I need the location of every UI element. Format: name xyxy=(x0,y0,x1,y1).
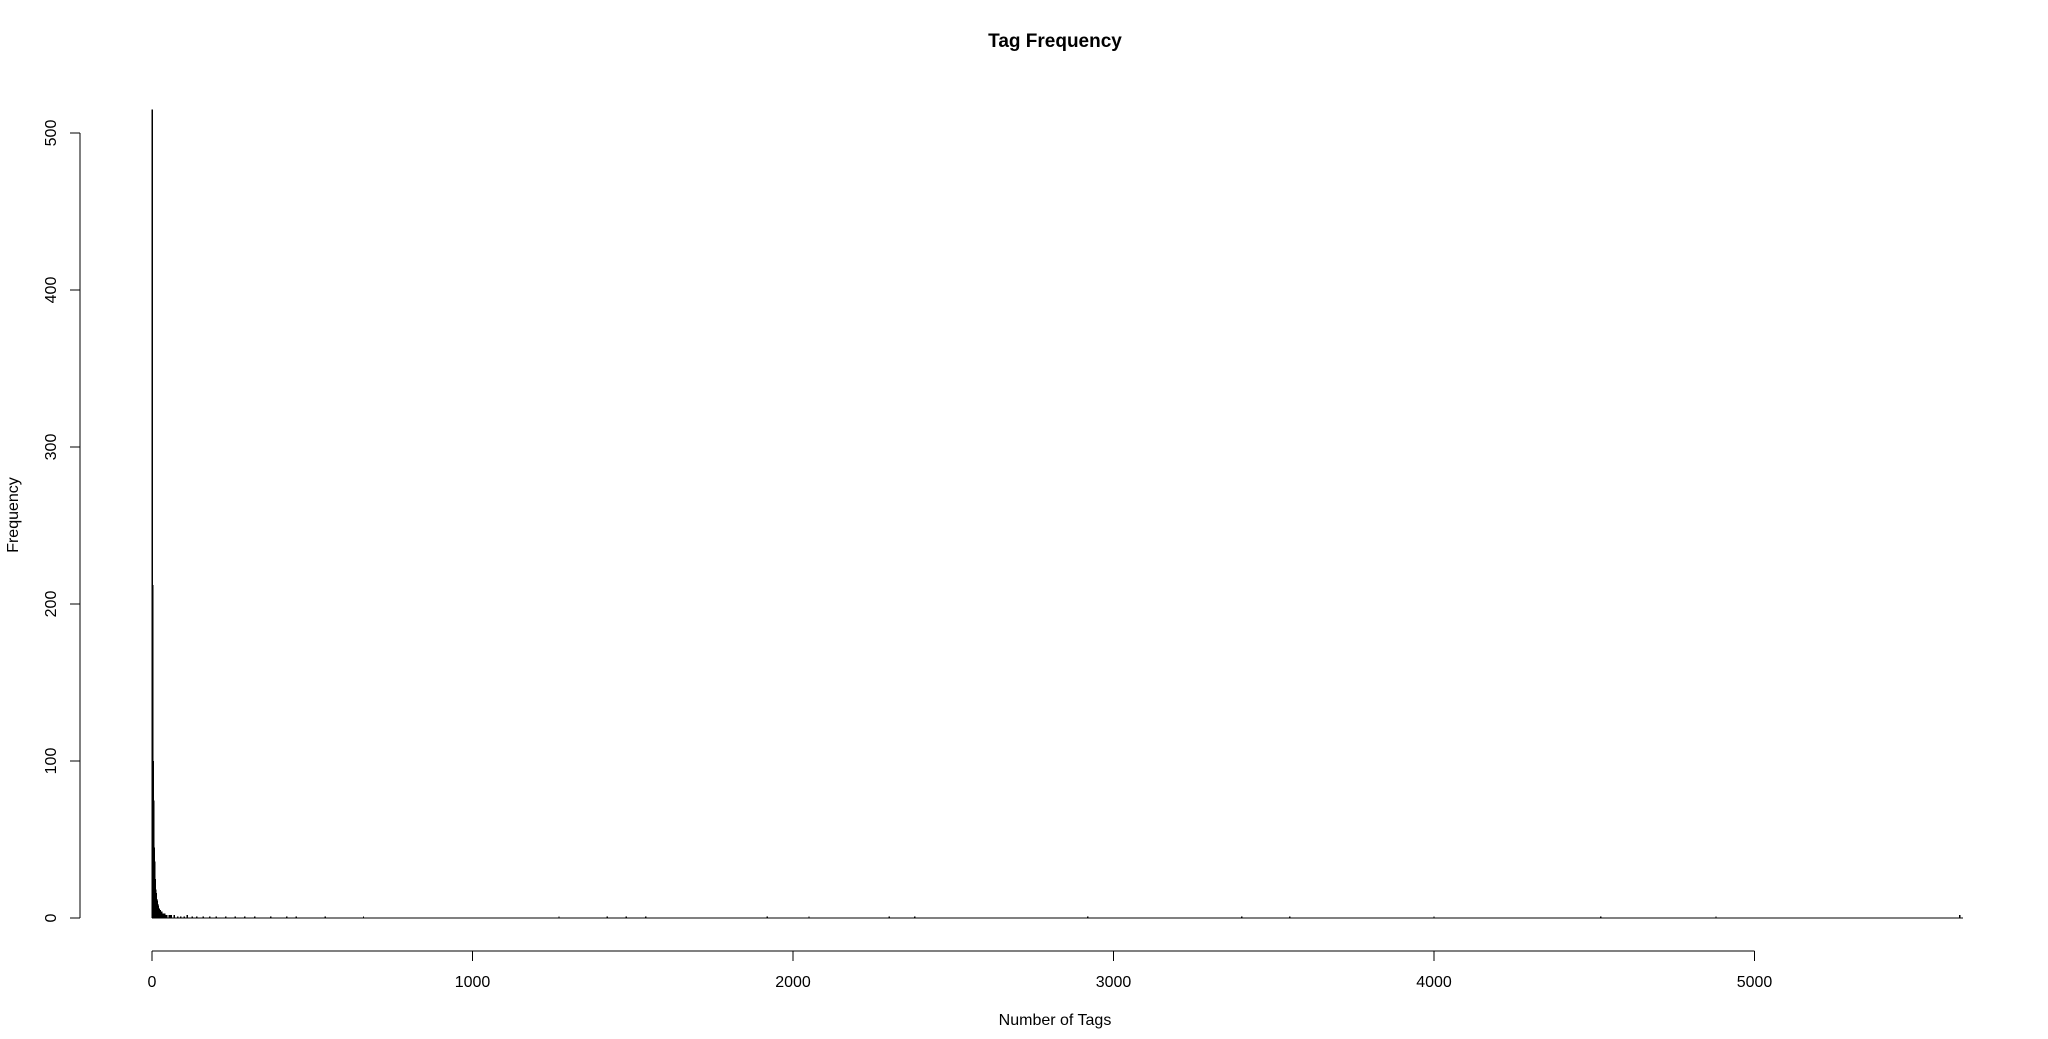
x-tick-label-5000: 5000 xyxy=(1737,974,1773,991)
x-tick-label-2000: 2000 xyxy=(775,974,811,991)
x-tick-label-0: 0 xyxy=(148,974,157,991)
x-axis-label: Number of Tags xyxy=(999,1012,1112,1029)
y-tick-label-500: 500 xyxy=(43,120,60,147)
x-axis: 0 1000 2000 3000 4000 5000 xyxy=(148,950,1773,991)
y-tick-label-400: 400 xyxy=(43,277,60,304)
x-tick-label-4000: 4000 xyxy=(1416,974,1452,991)
bars xyxy=(151,109,1963,919)
y-tick-label-100: 100 xyxy=(43,748,60,775)
x-tick-label-1000: 1000 xyxy=(455,974,491,991)
chart-title: Tag Frequency xyxy=(988,31,1122,52)
y-tick-label-0: 0 xyxy=(43,913,60,922)
x-tick-label-3000: 3000 xyxy=(1096,974,1132,991)
y-tick-label-200: 200 xyxy=(43,591,60,618)
y-axis: 0 100 200 300 400 500 xyxy=(43,120,81,922)
y-tick-label-300: 300 xyxy=(43,434,60,461)
y-axis-label: Frequency xyxy=(5,477,22,553)
